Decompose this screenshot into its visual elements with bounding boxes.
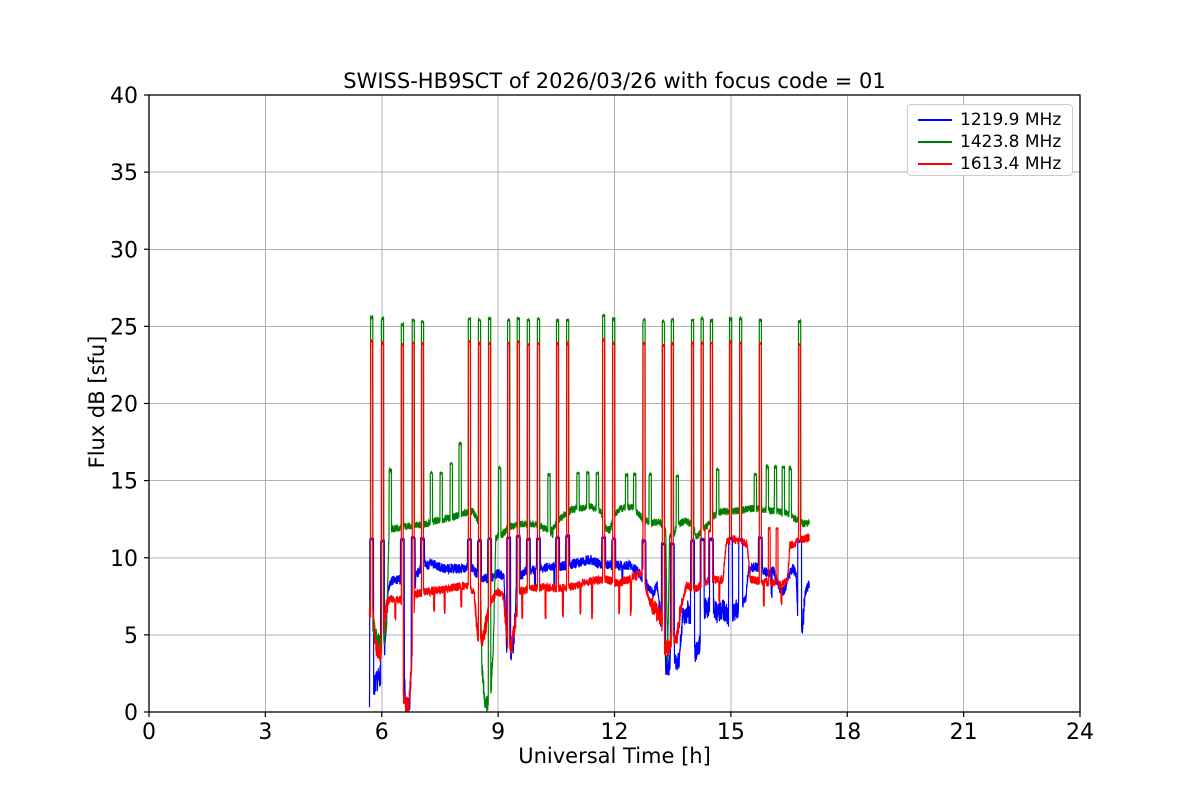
y-tick-label: 15 bbox=[110, 470, 138, 495]
x-axis-label: Universal Time [h] bbox=[518, 744, 711, 768]
series-line-1613-4-mhz bbox=[368, 336, 810, 712]
y-tick-label: 10 bbox=[110, 547, 138, 572]
y-tick-label: 0 bbox=[124, 701, 138, 726]
y-tick-label: 40 bbox=[110, 84, 138, 109]
x-tick-label: 9 bbox=[491, 720, 505, 745]
y-tick-label: 5 bbox=[124, 624, 138, 649]
chart-title: SWISS-HB9SCT of 2026/03/26 with focus co… bbox=[343, 69, 886, 93]
legend-label: 1219.9 MHz bbox=[960, 110, 1062, 130]
y-tick-label: 25 bbox=[110, 315, 138, 340]
y-tick-label: 30 bbox=[110, 238, 138, 263]
x-tick-label: 24 bbox=[1066, 720, 1094, 745]
y-tick-label: 35 bbox=[110, 161, 138, 186]
y-tick-label: 20 bbox=[110, 393, 138, 418]
series-line-1423-8-mhz bbox=[368, 314, 810, 712]
legend-entry: 1423.8 MHz bbox=[908, 131, 1072, 153]
x-tick-label: 3 bbox=[258, 720, 272, 745]
legend-line-sample bbox=[918, 119, 952, 121]
legend: 1219.9 MHz 1423.8 MHz 1613.4 MHz bbox=[907, 104, 1073, 176]
x-tick-label: 6 bbox=[375, 720, 389, 745]
legend-label: 1613.4 MHz bbox=[960, 154, 1062, 174]
legend-line-sample bbox=[918, 141, 952, 143]
legend-entry: 1613.4 MHz bbox=[908, 153, 1072, 175]
x-tick-label: 18 bbox=[833, 720, 861, 745]
x-tick-label: 15 bbox=[717, 720, 745, 745]
legend-line-sample bbox=[918, 163, 952, 165]
legend-entry: 1219.9 MHz bbox=[908, 109, 1072, 131]
series-line-1219-9-mhz bbox=[368, 532, 810, 712]
legend-label: 1423.8 MHz bbox=[960, 132, 1062, 152]
x-tick-label: 21 bbox=[950, 720, 978, 745]
x-tick-label: 12 bbox=[601, 720, 629, 745]
x-tick-label: 0 bbox=[142, 720, 156, 745]
